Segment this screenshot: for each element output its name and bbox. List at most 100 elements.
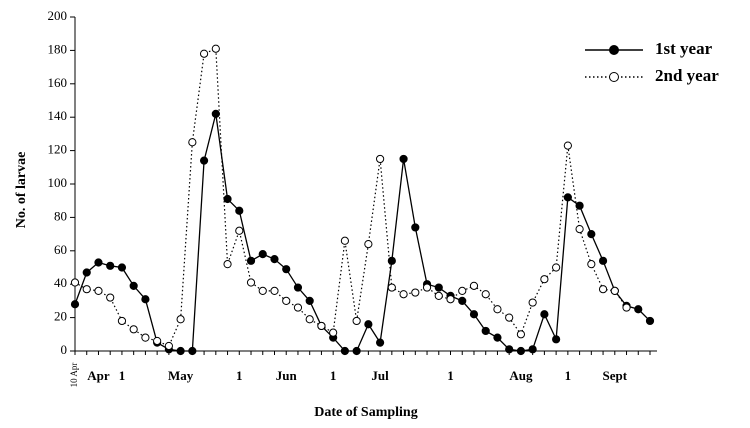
- data-point: [540, 310, 549, 319]
- data-point: [516, 330, 526, 339]
- series-line: [74, 47, 628, 347]
- x-tick-label: Apr: [87, 368, 110, 383]
- series-line: [74, 113, 651, 352]
- data-point: [387, 283, 396, 292]
- data-point: [352, 316, 361, 326]
- data-point: [399, 290, 408, 299]
- x-tick-label: Jun: [276, 368, 298, 383]
- y-tick-label: 80: [54, 208, 67, 223]
- data-point: [282, 265, 291, 274]
- data-point: [211, 109, 220, 118]
- data-point: [235, 226, 244, 235]
- data-point: [340, 346, 349, 356]
- x-tick-label: 10 Apr: [69, 363, 79, 388]
- data-point: [399, 154, 408, 164]
- data-point: [106, 261, 115, 270]
- data-point: [270, 255, 279, 264]
- data-point: [458, 296, 467, 305]
- legend-marker: [609, 72, 619, 82]
- data-point: [246, 256, 256, 265]
- data-point: [563, 141, 572, 150]
- data-point: [552, 263, 561, 272]
- data-point: [528, 298, 537, 307]
- x-tick-label: 1: [236, 368, 243, 383]
- data-point: [176, 346, 185, 356]
- data-point: [176, 315, 185, 324]
- data-point: [587, 260, 596, 269]
- data-point: [258, 286, 267, 295]
- data-point: [188, 138, 197, 147]
- data-point: [270, 286, 279, 295]
- y-tick-label: 180: [48, 41, 68, 56]
- data-point: [340, 236, 349, 245]
- data-point: [352, 346, 361, 356]
- data-point: [575, 201, 584, 210]
- x-tick-label: 1: [565, 368, 572, 383]
- data-point: [493, 333, 502, 342]
- data-point: [235, 206, 244, 215]
- data-point: [258, 250, 267, 259]
- data-point: [164, 341, 173, 351]
- x-tick-label: Sept: [603, 368, 628, 383]
- y-tick-label: 100: [48, 175, 68, 190]
- y-tick-label: 40: [54, 275, 67, 290]
- data-point: [364, 240, 373, 249]
- y-tick-label: 60: [54, 242, 67, 257]
- data-point: [117, 316, 127, 326]
- data-point: [94, 286, 103, 295]
- x-tick-label: 1: [447, 368, 454, 383]
- data-point: [141, 333, 150, 342]
- data-point: [528, 345, 537, 354]
- data-point: [540, 275, 549, 284]
- data-point: [141, 295, 150, 304]
- data-point: [188, 346, 197, 356]
- data-point: [516, 346, 526, 356]
- data-point: [434, 283, 443, 292]
- x-tick-label: Jul: [371, 368, 389, 383]
- data-point: [153, 336, 162, 346]
- data-point: [293, 283, 303, 292]
- data-point: [481, 290, 490, 299]
- data-point: [552, 335, 561, 344]
- y-tick-label: 0: [61, 342, 68, 357]
- data-point: [422, 283, 432, 292]
- data-point: [106, 293, 115, 302]
- data-point: [505, 313, 514, 322]
- data-point: [117, 263, 127, 272]
- data-point: [493, 305, 502, 314]
- x-tick-label: May: [168, 368, 194, 383]
- y-tick-label: 160: [48, 75, 68, 90]
- y-tick-label: 120: [48, 142, 68, 157]
- data-point: [211, 44, 220, 53]
- data-point: [610, 286, 619, 295]
- data-point: [598, 285, 608, 294]
- y-tick-label: 140: [48, 108, 68, 123]
- data-point: [305, 296, 314, 305]
- data-point: [70, 300, 80, 309]
- data-point: [505, 345, 514, 354]
- legend-label: 1st year: [655, 39, 713, 58]
- data-point: [469, 310, 479, 319]
- data-point: [293, 303, 303, 312]
- data-point: [129, 325, 138, 334]
- data-point: [458, 286, 467, 295]
- data-point: [376, 338, 385, 347]
- data-point: [575, 224, 584, 234]
- y-tick-label: 20: [54, 309, 67, 324]
- data-point: [364, 320, 373, 329]
- data-point: [481, 326, 490, 336]
- data-point: [305, 315, 314, 324]
- data-point: [645, 316, 655, 326]
- data-point: [469, 281, 479, 290]
- data-point: [329, 328, 338, 337]
- x-axis-label: Date of Sampling: [314, 405, 417, 420]
- data-point: [246, 278, 256, 287]
- data-point: [129, 281, 138, 290]
- x-tick-label: Aug: [509, 368, 533, 383]
- data-point: [82, 285, 91, 294]
- legend-label: 2nd year: [655, 66, 719, 85]
- legend-marker: [609, 45, 619, 55]
- data-point: [282, 296, 291, 305]
- data-point: [376, 154, 385, 164]
